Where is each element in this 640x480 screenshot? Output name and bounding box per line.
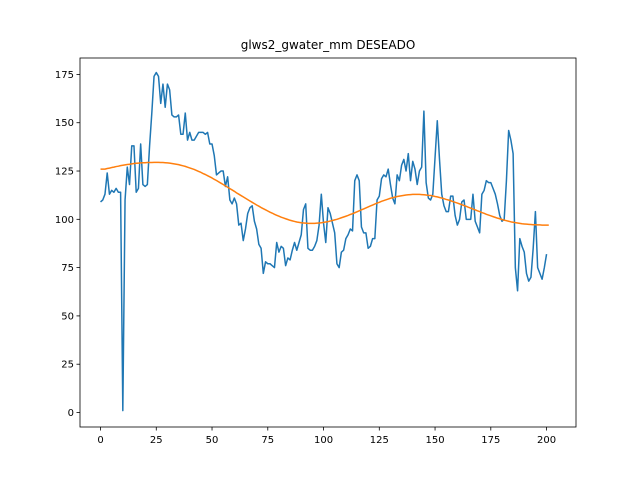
x-axis: 0 25 50 75 100 125 150 175 200 bbox=[97, 427, 556, 446]
axes-frame bbox=[79, 57, 577, 428]
y-tick-label: 125 bbox=[55, 167, 74, 178]
x-tick-label: 75 bbox=[261, 435, 274, 446]
y-tick-label: 0 bbox=[68, 408, 74, 419]
plot-area bbox=[100, 71, 549, 412]
x-tick-label: 50 bbox=[206, 435, 219, 446]
y-tick-label: 50 bbox=[61, 311, 74, 322]
series-line-2 bbox=[100, 161, 549, 226]
x-tick-label: 0 bbox=[97, 435, 103, 446]
y-tick-label: 25 bbox=[61, 360, 74, 371]
chart-title: glws2_gwater_mm DESEADO bbox=[241, 38, 416, 52]
x-tick-label: 100 bbox=[314, 435, 333, 446]
series-line-1 bbox=[100, 71, 548, 412]
y-tick-label: 150 bbox=[55, 118, 74, 129]
y-tick-label: 100 bbox=[55, 215, 74, 226]
y-tick-label: 75 bbox=[61, 263, 74, 274]
x-tick-label: 25 bbox=[150, 435, 163, 446]
y-axis: 0 25 50 75 100 125 150 175 bbox=[55, 70, 80, 419]
x-tick-label: 150 bbox=[426, 435, 445, 446]
x-tick-label: 200 bbox=[537, 435, 556, 446]
x-tick-label: 175 bbox=[481, 435, 500, 446]
x-tick-label: 125 bbox=[370, 435, 389, 446]
y-tick-label: 175 bbox=[55, 70, 74, 81]
